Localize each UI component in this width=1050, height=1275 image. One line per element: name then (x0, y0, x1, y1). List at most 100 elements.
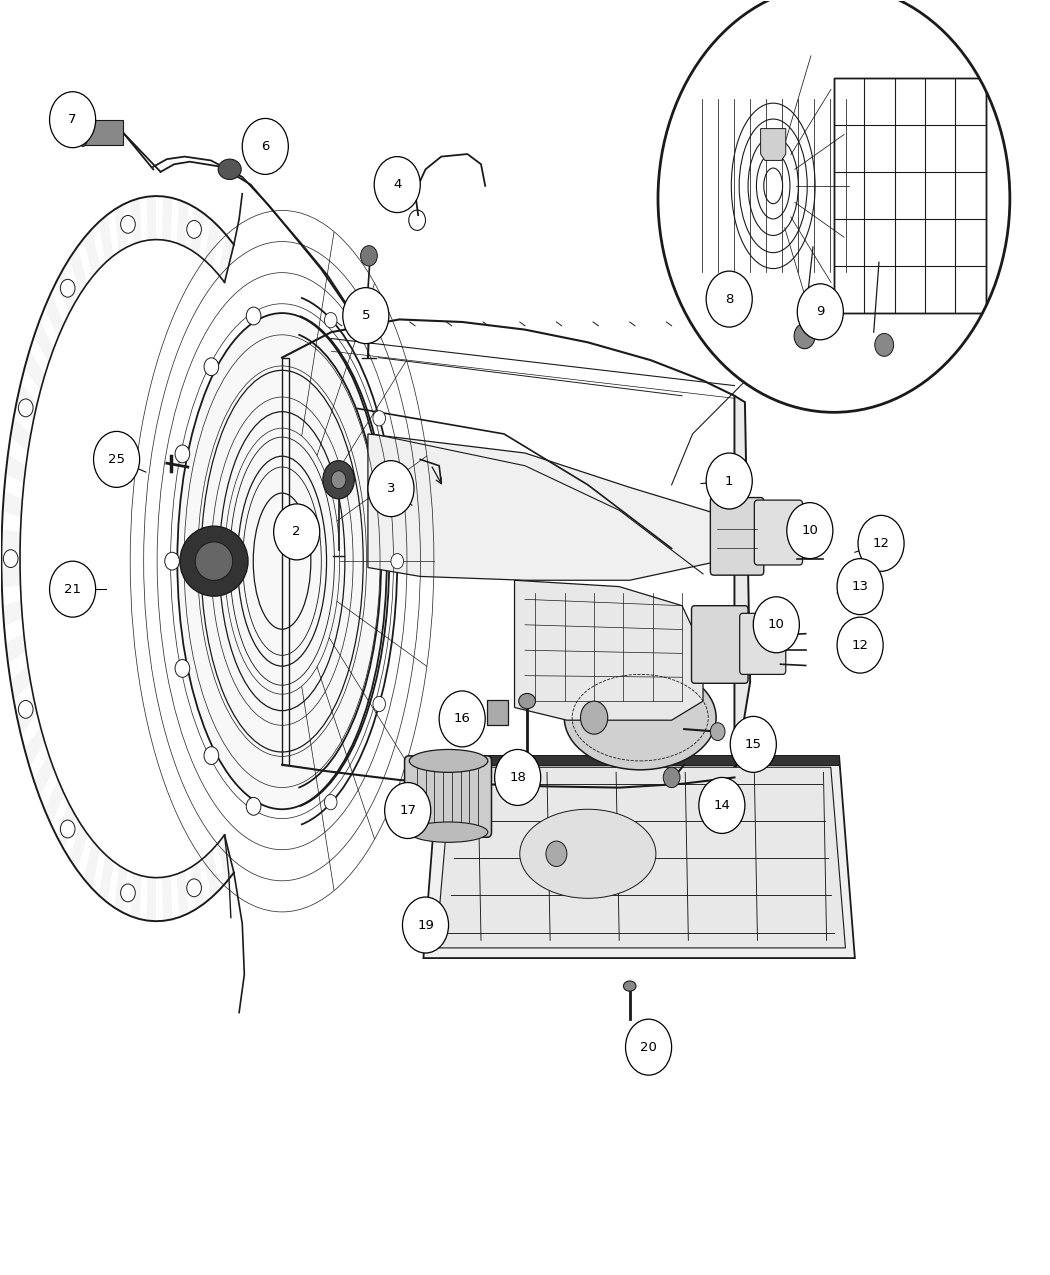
Bar (834, 78, 986, 314)
Circle shape (658, 0, 1010, 412)
FancyBboxPatch shape (487, 700, 508, 725)
Text: 10: 10 (801, 524, 818, 537)
Ellipse shape (624, 980, 636, 991)
Circle shape (324, 312, 337, 328)
Text: 25: 25 (108, 453, 125, 465)
Polygon shape (70, 824, 86, 871)
Polygon shape (218, 835, 234, 882)
Polygon shape (45, 780, 63, 824)
Polygon shape (45, 293, 63, 337)
Ellipse shape (78, 119, 88, 147)
Polygon shape (439, 755, 839, 765)
Polygon shape (191, 208, 204, 255)
Circle shape (707, 272, 752, 328)
Polygon shape (423, 757, 855, 958)
Polygon shape (147, 877, 155, 922)
Text: 14: 14 (713, 799, 731, 812)
Text: 18: 18 (509, 771, 526, 784)
Ellipse shape (519, 694, 536, 709)
Polygon shape (177, 871, 188, 917)
Circle shape (204, 747, 218, 765)
Polygon shape (205, 850, 219, 898)
Polygon shape (114, 866, 127, 913)
Polygon shape (514, 580, 704, 720)
Circle shape (384, 783, 430, 839)
Circle shape (19, 700, 33, 718)
FancyBboxPatch shape (754, 500, 802, 565)
Polygon shape (368, 434, 719, 580)
Ellipse shape (218, 159, 242, 180)
Circle shape (121, 215, 135, 233)
Circle shape (581, 701, 608, 734)
Polygon shape (205, 219, 219, 266)
Polygon shape (3, 601, 22, 626)
Polygon shape (163, 876, 172, 921)
Circle shape (373, 411, 385, 426)
Bar (834, 78, 986, 314)
Circle shape (187, 878, 202, 896)
Circle shape (753, 597, 799, 653)
Circle shape (797, 284, 843, 340)
Polygon shape (99, 215, 112, 263)
Text: 12: 12 (852, 639, 868, 652)
Text: 21: 21 (64, 583, 81, 595)
Circle shape (786, 502, 833, 558)
Text: 17: 17 (399, 805, 416, 817)
Circle shape (875, 334, 894, 356)
Circle shape (495, 750, 541, 806)
Circle shape (175, 659, 190, 677)
Circle shape (247, 307, 260, 325)
Ellipse shape (564, 666, 716, 770)
Text: 19: 19 (417, 918, 434, 932)
Polygon shape (163, 196, 172, 241)
Polygon shape (25, 727, 44, 766)
FancyBboxPatch shape (692, 606, 748, 683)
Circle shape (165, 552, 180, 570)
Circle shape (360, 246, 377, 266)
Circle shape (331, 470, 345, 488)
Polygon shape (1, 530, 20, 551)
Polygon shape (191, 862, 204, 909)
Polygon shape (218, 236, 234, 282)
Polygon shape (177, 200, 188, 246)
Text: 15: 15 (744, 738, 762, 751)
Circle shape (794, 324, 815, 348)
Text: 16: 16 (454, 713, 470, 725)
Circle shape (373, 696, 385, 711)
Text: 4: 4 (393, 179, 401, 191)
Polygon shape (10, 418, 30, 451)
Text: 2: 2 (293, 525, 301, 538)
Polygon shape (70, 247, 86, 293)
Circle shape (187, 221, 202, 238)
Polygon shape (6, 634, 26, 663)
Polygon shape (35, 321, 54, 362)
Circle shape (175, 445, 190, 463)
Polygon shape (17, 384, 37, 419)
Polygon shape (10, 667, 30, 699)
FancyBboxPatch shape (362, 292, 377, 307)
Polygon shape (114, 205, 127, 251)
Polygon shape (99, 856, 112, 903)
Circle shape (60, 820, 75, 838)
Text: 7: 7 (68, 113, 77, 126)
Circle shape (274, 504, 320, 560)
Circle shape (858, 515, 904, 571)
Circle shape (19, 399, 33, 417)
Polygon shape (6, 454, 26, 483)
Text: 1: 1 (724, 474, 734, 487)
Polygon shape (734, 395, 750, 778)
Circle shape (204, 358, 218, 376)
Circle shape (247, 797, 260, 815)
Circle shape (837, 617, 883, 673)
Polygon shape (147, 196, 155, 240)
FancyBboxPatch shape (711, 497, 763, 575)
Circle shape (49, 92, 96, 148)
Circle shape (93, 431, 140, 487)
Text: 5: 5 (361, 309, 370, 323)
Polygon shape (131, 873, 141, 919)
Ellipse shape (520, 810, 656, 899)
Circle shape (60, 279, 75, 297)
Circle shape (3, 550, 18, 567)
Circle shape (546, 842, 567, 867)
Text: 9: 9 (816, 305, 824, 319)
